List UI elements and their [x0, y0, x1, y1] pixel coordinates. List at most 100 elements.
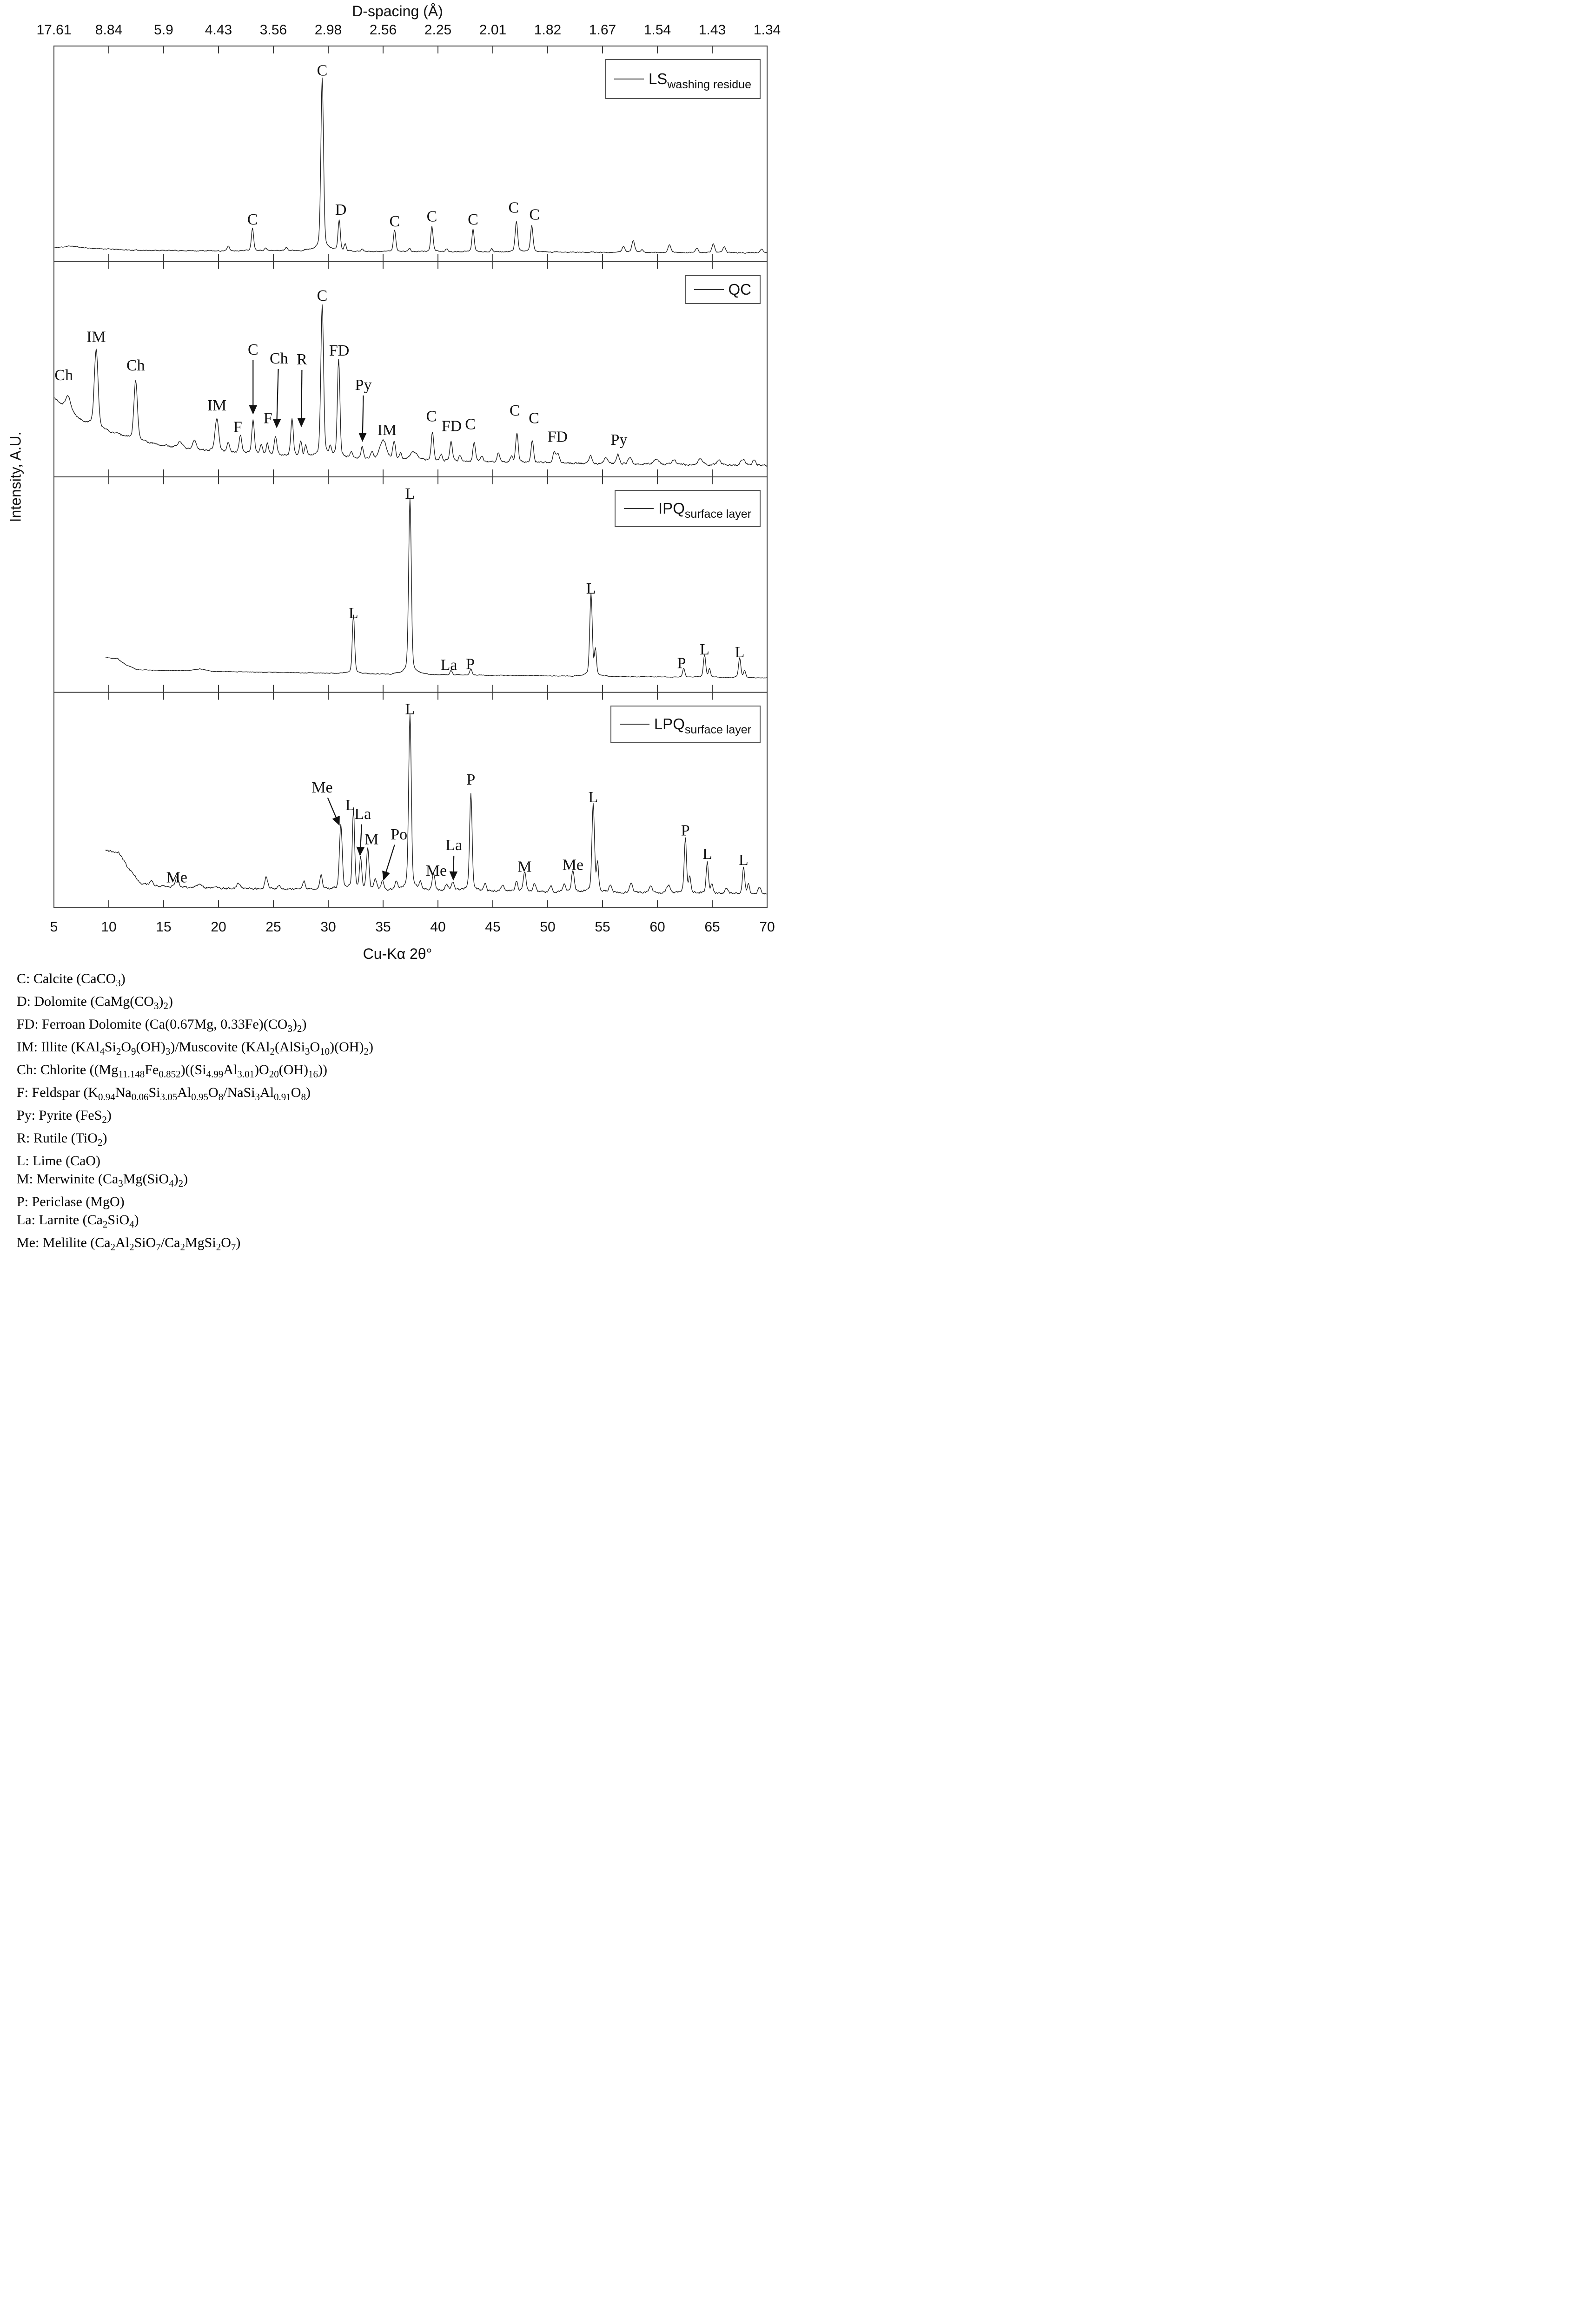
top-axis-tick-label: 1.43	[699, 22, 726, 38]
legend-label: IPQ	[658, 500, 685, 517]
peak-annotation-arrow	[449, 855, 458, 881]
peak-label-C: C	[248, 341, 258, 358]
peak-label-FD: FD	[547, 429, 567, 446]
peak-label-C: C	[465, 416, 476, 433]
top-axis-tick-label: 3.56	[260, 22, 287, 38]
pattern-curve-LPQ	[105, 713, 767, 895]
pattern-curve-QC	[53, 304, 768, 467]
peak-label-La: La	[445, 837, 462, 854]
peak-label-La: La	[441, 657, 457, 674]
legend-line-sample	[619, 724, 649, 725]
peak-label-L: L	[735, 644, 745, 661]
peak-label-C: C	[389, 213, 400, 230]
peak-label-C: C	[426, 408, 437, 425]
peak-label-FD: FD	[442, 418, 462, 435]
x-axis-tick-label: 30	[320, 919, 336, 935]
peak-label-Me: Me	[311, 779, 332, 796]
peak-label-R: R	[297, 351, 307, 368]
legend-label-subscript: surface layer	[684, 723, 751, 736]
legend-box-lpq: LPQ surface layer	[610, 706, 761, 743]
peak-label-La: La	[354, 805, 371, 823]
mineral-legend-item: L: Lime (CaO)	[17, 1153, 100, 1169]
peak-label-L: L	[405, 485, 415, 502]
x-axis-tick-label: 35	[375, 919, 391, 935]
peak-label-Ch: Ch	[126, 357, 145, 374]
pattern-curve-LS	[53, 77, 768, 254]
peak-label-Ch: Ch	[54, 367, 73, 384]
mineral-legend-item: C: Calcite (CaCO3)	[17, 971, 126, 989]
peak-label-P: P	[681, 822, 690, 839]
peak-label-P: P	[466, 771, 475, 788]
peak-annotation-arrow	[358, 395, 367, 442]
peak-label-C: C	[468, 211, 478, 228]
x-axis-tick-label: 5	[50, 919, 58, 935]
peak-label-L: L	[739, 852, 749, 869]
peak-label-Py: Py	[355, 376, 372, 394]
peak-label-M: M	[364, 831, 378, 848]
peak-annotation-arrow	[297, 370, 306, 428]
peak-label-L: L	[702, 845, 712, 863]
peak-label-M: M	[517, 858, 531, 876]
peak-label-P: P	[466, 656, 475, 673]
peak-label-Me: Me	[166, 869, 187, 886]
x-axis-tick-label: 15	[156, 919, 171, 935]
peak-label-C: C	[317, 287, 328, 304]
peak-label-L: L	[405, 700, 415, 718]
peak-label-P: P	[677, 654, 686, 672]
top-axis-tick-label: 4.43	[205, 22, 232, 38]
panel-border-LPQ	[53, 692, 768, 908]
peak-label-Po: Po	[391, 826, 407, 843]
x-axis-tick-label: 65	[704, 919, 720, 935]
peak-label-L: L	[589, 789, 598, 806]
top-axis-tick-label: 2.56	[370, 22, 397, 38]
top-axis-tick-label: 17.61	[36, 22, 71, 38]
peak-label-IM: IM	[86, 329, 106, 346]
peak-annotation-arrow	[356, 824, 365, 856]
x-axis-tick-label: 25	[265, 919, 281, 935]
peak-label-F: F	[233, 419, 242, 436]
xrd-chart: 17.61 8.84 5.9 4.43 3.56 2.98 2.56 2.25 2.01 1.82…	[36, 22, 781, 935]
peak-label-D: D	[335, 201, 347, 218]
peak-label-Me: Me	[563, 856, 583, 873]
mineral-legend-item: IM: Illite (KAl4Si2O9(OH)3)/Muscovite (K…	[17, 1039, 373, 1057]
peak-label-Ch: Ch	[270, 350, 288, 367]
mineral-legend-item: Py: Pyrite (FeS2)	[17, 1108, 112, 1125]
top-axis-tick-label: 1.54	[644, 22, 671, 38]
peak-label-L: L	[345, 797, 355, 814]
x-axis-tick-label: 45	[485, 919, 500, 935]
xrd-figure-page: 17.61 8.84 5.9 4.43 3.56 2.98 2.56 2.25 2.01 1.82…	[0, 0, 795, 1250]
mineral-legend-item: R: Rutile (TiO2)	[17, 1130, 107, 1148]
legend-box-qc: QC	[684, 275, 761, 304]
y-axis-title: Intensity, A.U.	[7, 431, 24, 522]
peak-annotation-arrow	[272, 369, 281, 429]
peak-label-F: F	[264, 410, 272, 427]
peak-label-C: C	[247, 211, 258, 228]
mineral-legend-item: FD: Ferroan Dolomite (Ca(0.67Mg, 0.33Fe)…	[17, 1017, 307, 1034]
peak-label-L: L	[586, 580, 596, 597]
peak-label-C: C	[529, 206, 540, 223]
top-axis-tick-label: 2.25	[424, 22, 451, 38]
x-axis-tick-label: 60	[649, 919, 665, 935]
legend-label: LS	[648, 70, 668, 87]
x-axis-tick-label: 70	[759, 919, 775, 935]
legend-label: LPQ	[654, 715, 685, 733]
x-axis-tick-label: 40	[430, 919, 445, 935]
top-axis-tick-label: 1.34	[754, 22, 781, 38]
legend-line-sample	[624, 508, 654, 509]
top-axis-tick-label: 2.98	[315, 22, 342, 38]
legend-box-ipq: IPQ surface layer	[615, 490, 761, 527]
mineral-legend-item: Ch: Chlorite ((Mg11.148Fe0.852)((Si4.99A…	[17, 1062, 328, 1080]
top-axis-tick-label: 2.01	[479, 22, 506, 38]
top-axis-tick-label: 1.82	[534, 22, 561, 38]
peak-label-IM: IM	[207, 397, 227, 414]
peak-label-C: C	[529, 410, 539, 427]
peak-label-C: C	[510, 402, 520, 419]
x-axis-tick-label: 20	[211, 919, 226, 935]
mineral-legend-item: Me: Melilite (Ca2Al2SiO7/Ca2MgSi2O7)	[17, 1235, 241, 1250]
mineral-legend-item: M: Merwinite (Ca3Mg(SiO4)2)	[17, 1171, 188, 1189]
x-axis-tick-label: 10	[101, 919, 116, 935]
peak-label-L: L	[700, 641, 709, 658]
peak-label-Me: Me	[426, 862, 447, 879]
pattern-curve-IPQ	[105, 497, 768, 679]
x-axis-title: Cu-Kα 2θ°	[363, 945, 432, 962]
